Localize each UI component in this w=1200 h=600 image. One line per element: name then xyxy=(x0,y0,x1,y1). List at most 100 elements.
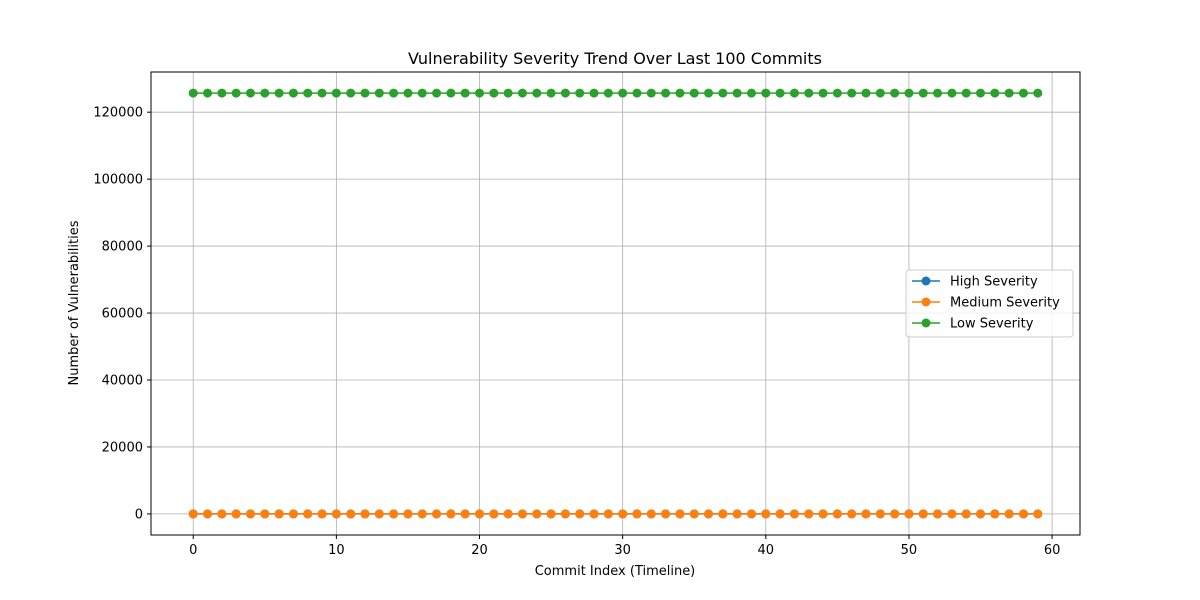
data-point-low-severity xyxy=(245,88,255,98)
data-point-low-severity xyxy=(904,88,914,98)
x-tick-label: 40 xyxy=(758,543,775,558)
legend: High Severity Medium Severity Low Severity xyxy=(905,269,1074,338)
data-point-medium-severity xyxy=(789,509,799,519)
data-point-low-severity xyxy=(632,88,642,98)
data-point-medium-severity xyxy=(804,509,814,519)
data-point-low-severity xyxy=(976,88,986,98)
data-point-low-severity xyxy=(918,88,928,98)
data-point-low-severity xyxy=(446,88,456,98)
data-point-low-severity xyxy=(317,88,327,98)
data-point-medium-severity xyxy=(704,509,714,519)
data-point-low-severity xyxy=(603,88,613,98)
data-point-medium-severity xyxy=(689,509,699,519)
legend-marker xyxy=(921,276,931,286)
data-point-medium-severity xyxy=(990,509,1000,519)
data-point-medium-severity xyxy=(432,509,442,519)
data-point-medium-severity xyxy=(374,509,384,519)
data-point-low-severity xyxy=(389,88,399,98)
x-tick-label: 20 xyxy=(471,543,488,558)
data-point-low-severity xyxy=(432,88,442,98)
data-point-medium-severity xyxy=(861,509,871,519)
data-point-medium-severity xyxy=(661,509,671,519)
data-point-low-severity xyxy=(589,88,599,98)
legend-marker xyxy=(921,297,931,307)
y-tick-label: 20000 xyxy=(102,440,143,455)
data-point-medium-severity xyxy=(1004,509,1014,519)
data-point-medium-severity xyxy=(1033,509,1043,519)
data-point-low-severity xyxy=(675,88,685,98)
legend-label: Medium Severity xyxy=(950,296,1060,311)
data-point-medium-severity xyxy=(589,509,599,519)
data-point-low-severity xyxy=(360,88,370,98)
data-point-low-severity xyxy=(489,88,499,98)
data-point-medium-severity xyxy=(890,509,900,519)
data-point-low-severity xyxy=(346,88,356,98)
data-point-low-severity xyxy=(1033,88,1043,98)
data-point-medium-severity xyxy=(646,509,656,519)
data-point-low-severity xyxy=(689,88,699,98)
data-point-low-severity xyxy=(1004,88,1014,98)
y-tick-label: 100000 xyxy=(93,173,143,188)
data-point-low-severity xyxy=(646,88,656,98)
data-point-low-severity xyxy=(231,88,241,98)
data-point-medium-severity xyxy=(1018,509,1028,519)
data-point-low-severity xyxy=(374,88,384,98)
data-point-medium-severity xyxy=(546,509,556,519)
data-point-low-severity xyxy=(804,88,814,98)
data-point-medium-severity xyxy=(575,509,585,519)
data-point-medium-severity xyxy=(818,509,828,519)
data-point-low-severity xyxy=(761,88,771,98)
data-point-low-severity xyxy=(560,88,570,98)
data-point-medium-severity xyxy=(274,509,284,519)
data-point-medium-severity xyxy=(517,509,527,519)
data-point-low-severity xyxy=(546,88,556,98)
data-point-medium-severity xyxy=(603,509,613,519)
data-point-low-severity xyxy=(847,88,857,98)
data-point-medium-severity xyxy=(245,509,255,519)
data-point-medium-severity xyxy=(718,509,728,519)
data-point-medium-severity xyxy=(188,509,198,519)
data-point-low-severity xyxy=(288,88,298,98)
x-tick-label: 10 xyxy=(328,543,345,558)
data-point-medium-severity xyxy=(918,509,928,519)
x-axis-label: Commit Index (Timeline) xyxy=(535,564,696,579)
legend-item-high-severity: High Severity xyxy=(912,275,1038,290)
data-point-low-severity xyxy=(203,88,213,98)
data-point-medium-severity xyxy=(847,509,857,519)
data-point-low-severity xyxy=(933,88,943,98)
data-point-medium-severity xyxy=(961,509,971,519)
data-point-medium-severity xyxy=(489,509,499,519)
data-point-medium-severity xyxy=(217,509,227,519)
data-point-medium-severity xyxy=(933,509,943,519)
data-point-medium-severity xyxy=(832,509,842,519)
data-point-low-severity xyxy=(661,88,671,98)
x-tick-label: 50 xyxy=(901,543,918,558)
y-tick-label: 0 xyxy=(135,507,143,522)
data-point-low-severity xyxy=(460,88,470,98)
data-point-low-severity xyxy=(303,88,313,98)
data-point-medium-severity xyxy=(260,509,270,519)
data-point-low-severity xyxy=(704,88,714,98)
data-point-medium-severity xyxy=(403,509,413,519)
x-tick-label: 30 xyxy=(614,543,631,558)
y-axis: 0 20000 40000 60000 80000 100000 120000 xyxy=(93,106,151,522)
data-point-low-severity xyxy=(775,88,785,98)
data-point-low-severity xyxy=(1018,88,1028,98)
data-point-medium-severity xyxy=(761,509,771,519)
data-point-medium-severity xyxy=(475,509,485,519)
data-point-medium-severity xyxy=(203,509,213,519)
data-point-medium-severity xyxy=(875,509,885,519)
x-tick-label: 0 xyxy=(189,543,197,558)
data-point-medium-severity xyxy=(460,509,470,519)
data-point-medium-severity xyxy=(417,509,427,519)
data-point-medium-severity xyxy=(346,509,356,519)
data-point-low-severity xyxy=(575,88,585,98)
legend-item-medium-severity: Medium Severity xyxy=(912,296,1060,311)
data-point-medium-severity xyxy=(632,509,642,519)
data-point-low-severity xyxy=(732,88,742,98)
data-point-medium-severity xyxy=(618,509,628,519)
legend-marker xyxy=(921,318,931,328)
data-point-low-severity xyxy=(618,88,628,98)
data-point-low-severity xyxy=(718,88,728,98)
